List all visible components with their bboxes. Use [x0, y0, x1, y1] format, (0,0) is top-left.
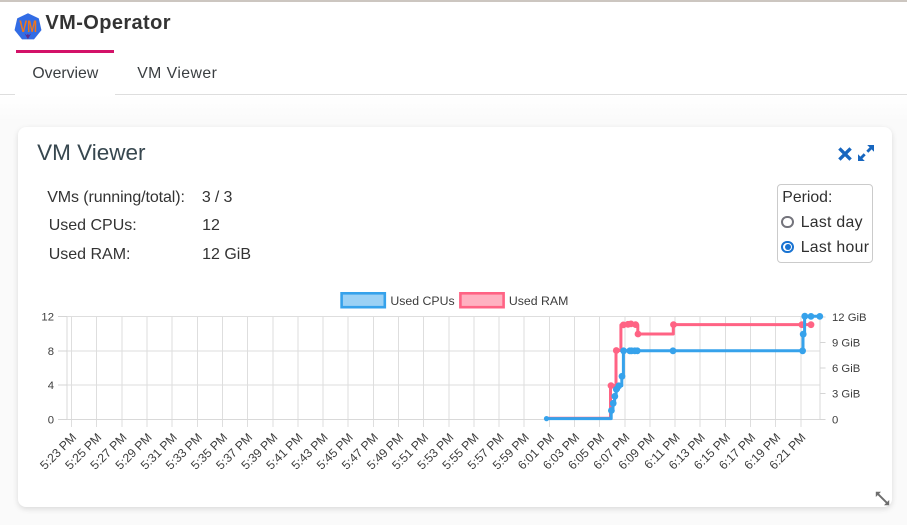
svg-text:VM: VM — [19, 18, 37, 36]
svg-text:12 GiB: 12 GiB — [832, 312, 867, 324]
svg-text:8: 8 — [48, 346, 54, 358]
svg-text:Used RAM: Used RAM — [509, 294, 568, 308]
svg-text:12: 12 — [41, 312, 54, 324]
svg-text:3 GiB: 3 GiB — [832, 389, 860, 401]
svg-text:0: 0 — [832, 414, 838, 426]
svg-text:Used CPUs: Used CPUs — [390, 294, 454, 308]
svg-text:9 GiB: 9 GiB — [832, 338, 860, 350]
svg-text:0: 0 — [48, 414, 54, 426]
svg-text:6 GiB: 6 GiB — [832, 363, 860, 375]
svg-text:4: 4 — [48, 380, 54, 392]
